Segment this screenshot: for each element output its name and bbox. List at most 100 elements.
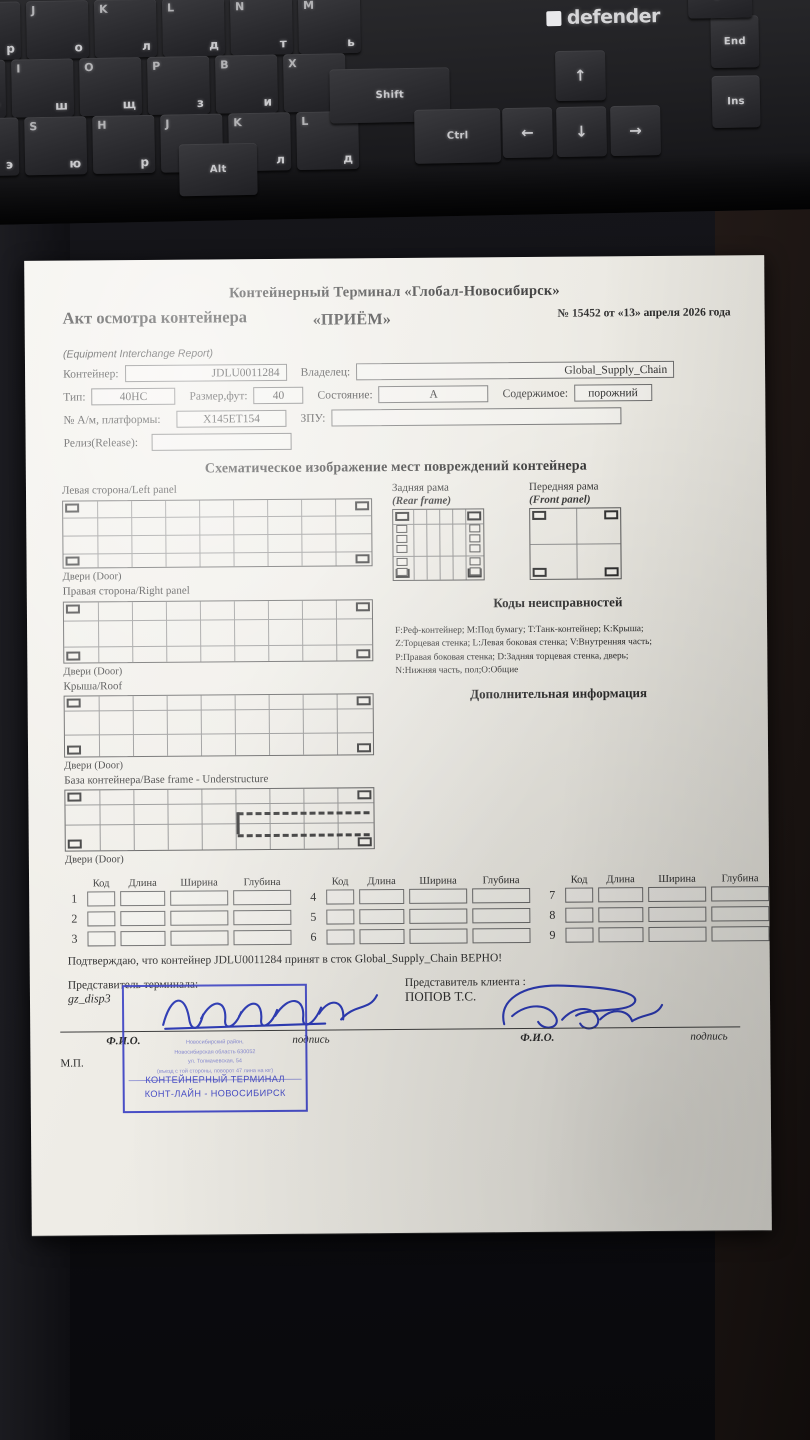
key-cyrillic-legend: э (5, 157, 14, 172)
rear-frame-grid[interactable] (392, 508, 485, 582)
keyboard-key-backspace-icon[interactable]: ← (687, 0, 753, 19)
damage-code-input[interactable] (87, 911, 116, 927)
damage-depth-input[interactable] (233, 889, 292, 906)
right-panel-grid[interactable] (62, 599, 374, 664)
keyboard-key-alt[interactable]: Alt (178, 142, 258, 197)
type-field[interactable]: 40HC (91, 387, 176, 406)
client-podpis-label: подпись (690, 1030, 728, 1043)
damage-length-input[interactable] (359, 888, 405, 905)
damage-code-input[interactable] (87, 931, 116, 947)
container-field[interactable]: JDLU0011284 (124, 363, 287, 383)
key-legend: Ins (727, 95, 745, 108)
damage-depth-input[interactable] (711, 926, 770, 942)
damage-width-input[interactable] (409, 928, 468, 944)
roof-panel-door-label: Двери (Door) (64, 760, 123, 772)
left-panel-grid[interactable] (62, 498, 373, 569)
codes-section-title: Коды неисправностей (493, 594, 623, 611)
key-cyrillic-legend: р (140, 154, 150, 170)
keyboard-key-arrow-right-icon[interactable]: → (610, 105, 662, 157)
vehicle-field[interactable]: X145ET154 (176, 409, 287, 428)
damage-code-input[interactable] (565, 887, 594, 903)
damage-code-input[interactable] (326, 929, 355, 945)
key-latin-legend: B (220, 58, 229, 72)
signature-section: Представитель терминала: gz_disp3 Предст… (60, 974, 741, 1144)
damage-length-input[interactable] (359, 928, 405, 945)
key-latin-legend: K (233, 116, 242, 130)
document-subtitle: (Equipment Interchange Report) (62, 347, 213, 361)
damage-length-input[interactable] (598, 887, 644, 903)
corner-casting-icon (356, 649, 371, 659)
client-rep-name: ПОПОВ Т.С. (404, 988, 477, 1004)
damage-length-input[interactable] (120, 890, 166, 907)
damage-width-input[interactable] (170, 930, 229, 946)
keyboard-key-arrow-up-icon[interactable]: ↑ (555, 50, 606, 102)
damage-row-index: 8 (549, 907, 556, 922)
key-latin-legend: N (234, 0, 245, 14)
damage-depth-input[interactable] (472, 907, 531, 924)
damage-depth-input[interactable] (233, 929, 292, 946)
damage-width-input[interactable] (170, 890, 229, 906)
damage-length-input[interactable] (120, 930, 166, 947)
damage-length-input[interactable] (598, 907, 644, 923)
damage-header-depth: Глубина (482, 875, 520, 887)
key-legend: Alt (209, 163, 227, 176)
damage-depth-input[interactable] (711, 886, 770, 902)
damage-width-input[interactable] (648, 926, 707, 943)
damage-header-row: Код Длина Ширина Глубина (549, 873, 772, 886)
damage-depth-input[interactable] (233, 909, 292, 926)
keyboard-key-ins[interactable]: Ins (711, 75, 761, 129)
keyboard-key[interactable]: Hр (0, 1, 22, 61)
damage-width-input[interactable] (648, 886, 707, 903)
keyboard-key-ctrl[interactable]: Ctrl (414, 108, 502, 164)
damage-depth-input[interactable] (472, 887, 531, 904)
damage-entry-table[interactable]: Код Длина Ширина Глубина 1 2 3 (59, 873, 770, 951)
keyboard[interactable]: defender HрJоKлLдNтMьUгIшOщPзBиXчWэSюHрJ… (0, 0, 810, 225)
damage-width-input[interactable] (170, 910, 229, 926)
state-field[interactable]: A (378, 385, 489, 404)
base-panel-grid[interactable] (64, 787, 375, 852)
keyboard-key-arrow-left-icon[interactable]: ← (502, 107, 554, 159)
corner-casting-icon (395, 511, 410, 522)
damage-length-input[interactable] (120, 910, 166, 927)
damage-code-input[interactable] (87, 891, 116, 907)
roof-panel-grid[interactable] (63, 693, 375, 758)
container-damage-diagram[interactable]: Левая сторона/Left panel Двери (Door) Пр… (56, 479, 739, 874)
damage-code-input[interactable] (565, 927, 594, 943)
key-latin-legend: L (301, 114, 309, 128)
roof-panel-label: Крыша/Roof (63, 680, 123, 693)
seal-field[interactable] (331, 407, 622, 427)
keyboard-key-arrow-down-icon[interactable]: ↓ (556, 106, 608, 158)
damage-code-input[interactable] (326, 909, 355, 925)
damage-depth-input[interactable] (711, 906, 770, 922)
damage-width-input[interactable] (409, 888, 468, 904)
content-field[interactable]: порожний (573, 383, 653, 402)
owner-field[interactable]: Global_Supply_Chain (356, 360, 675, 381)
keyboard-key[interactable]: Uг (0, 59, 7, 119)
damage-length-input[interactable] (598, 927, 644, 943)
damage-width-input[interactable] (648, 906, 707, 923)
damage-code-input[interactable] (326, 889, 355, 905)
keyboard-key-end[interactable]: End (710, 15, 760, 69)
key-legend: Ctrl (446, 130, 469, 142)
damage-depth-input[interactable] (472, 927, 531, 944)
release-field[interactable] (151, 432, 293, 451)
arrow-right-icon: → (628, 121, 643, 140)
damage-width-input[interactable] (409, 908, 468, 924)
damage-length-input[interactable] (359, 908, 405, 925)
front-frame-grid[interactable] (529, 507, 622, 580)
corner-casting-icon (357, 790, 372, 800)
keyboard-key[interactable]: Wэ (0, 117, 20, 177)
damage-code-input[interactable] (565, 907, 594, 923)
size-field[interactable]: 40 (253, 386, 304, 405)
